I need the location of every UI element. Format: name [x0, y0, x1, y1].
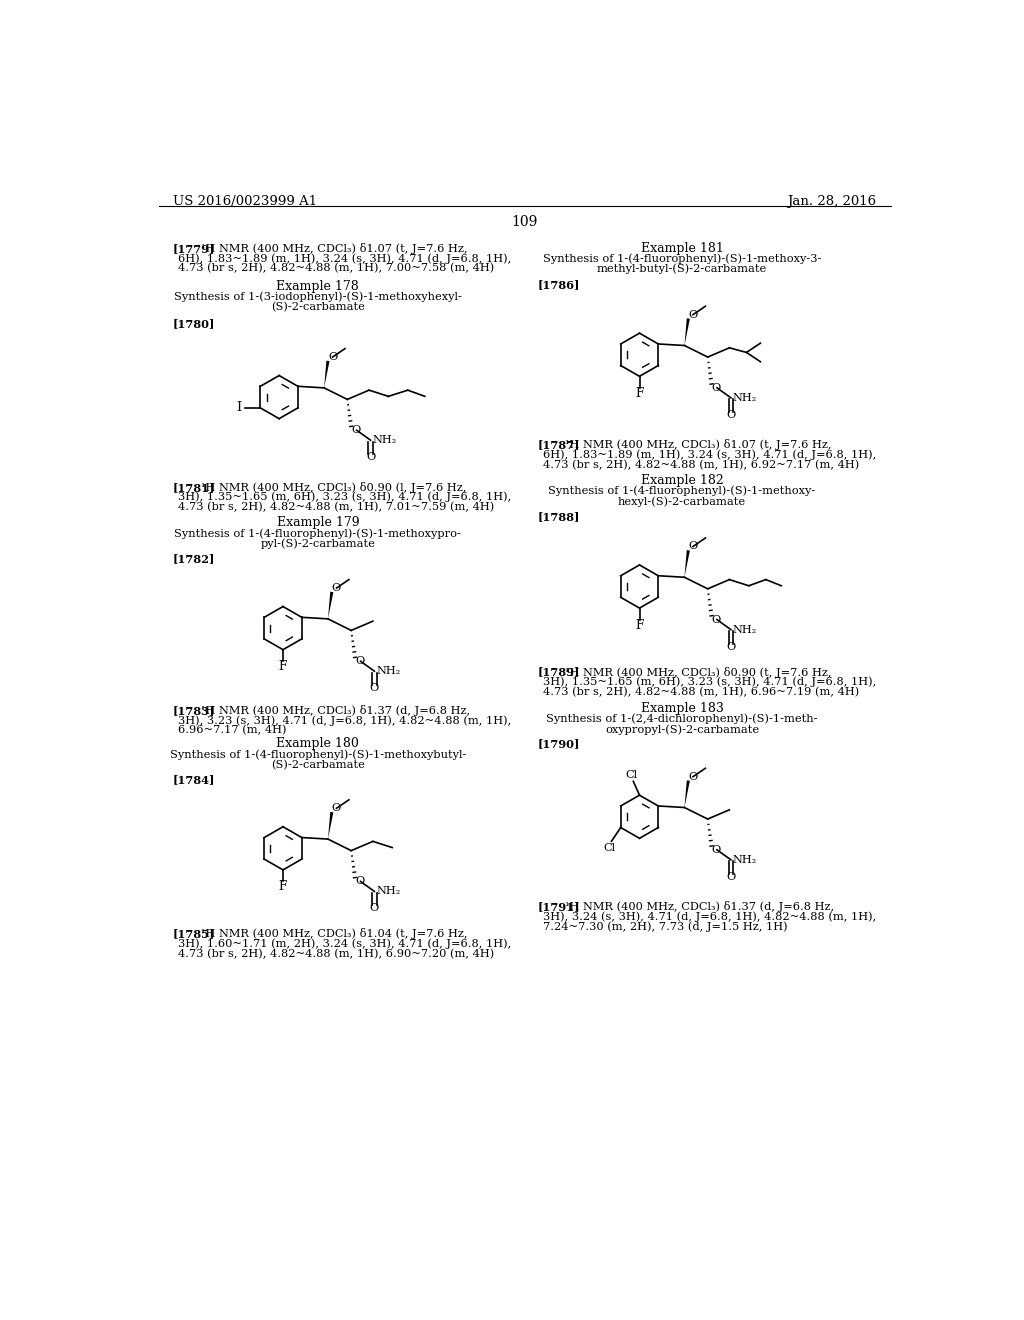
Polygon shape: [684, 550, 690, 577]
Text: O: O: [688, 310, 697, 319]
Text: oxypropyl-(S)-2-carbamate: oxypropyl-(S)-2-carbamate: [605, 725, 759, 735]
Text: O: O: [370, 903, 379, 913]
Text: [1789]: [1789]: [538, 667, 580, 677]
Text: [1791]: [1791]: [538, 902, 580, 912]
Polygon shape: [324, 360, 330, 388]
Text: O: O: [332, 583, 341, 593]
Text: Example 181: Example 181: [641, 242, 724, 255]
Text: F: F: [635, 619, 644, 631]
Text: F: F: [635, 387, 644, 400]
Text: Cl: Cl: [626, 770, 638, 780]
Text: pyl-(S)-2-carbamate: pyl-(S)-2-carbamate: [260, 539, 376, 549]
Text: 4.73 (br s, 2H), 4.82~4.88 (m, 1H), 7.00~7.58 (m, 4H): 4.73 (br s, 2H), 4.82~4.88 (m, 1H), 7.00…: [178, 263, 495, 273]
Text: O: O: [726, 642, 735, 652]
Text: [1786]: [1786]: [538, 280, 580, 290]
Polygon shape: [328, 812, 334, 840]
Text: NH₂: NH₂: [733, 624, 757, 635]
Text: 4.73 (br s, 2H), 4.82~4.88 (m, 1H), 7.01~7.59 (m, 4H): 4.73 (br s, 2H), 4.82~4.88 (m, 1H), 7.01…: [178, 502, 495, 512]
Text: 3H), 3.23 (s, 3H), 4.71 (d, J=6.8, 1H), 4.82~4.88 (m, 1H),: 3H), 3.23 (s, 3H), 4.71 (d, J=6.8, 1H), …: [178, 715, 512, 726]
Text: 3H), 1.35~1.65 (m, 6H), 3.23 (s, 3H), 4.71 (d, J=6.8, 1H),: 3H), 1.35~1.65 (m, 6H), 3.23 (s, 3H), 4.…: [543, 677, 876, 688]
Text: Synthesis of 1-(4-fluorophenyl)-(S)-1-methoxypro-: Synthesis of 1-(4-fluorophenyl)-(S)-1-me…: [174, 528, 462, 539]
Text: 3H), 3.24 (s, 3H), 4.71 (d, J=6.8, 1H), 4.82~4.88 (m, 1H),: 3H), 3.24 (s, 3H), 4.71 (d, J=6.8, 1H), …: [543, 911, 876, 923]
Text: O: O: [370, 684, 379, 693]
Text: hexyl-(S)-2-carbamate: hexyl-(S)-2-carbamate: [618, 496, 746, 507]
Text: F: F: [279, 660, 287, 673]
Text: [1787]: [1787]: [538, 440, 580, 450]
Text: Synthesis of 1-(4-fluorophenyl)-(S)-1-methoxy-3-: Synthesis of 1-(4-fluorophenyl)-(S)-1-me…: [543, 253, 821, 264]
Text: 7.24~7.30 (m, 2H), 7.73 (d, J=1.5 Hz, 1H): 7.24~7.30 (m, 2H), 7.73 (d, J=1.5 Hz, 1H…: [543, 921, 787, 932]
Text: [1784]: [1784]: [173, 775, 215, 785]
Text: NH₂: NH₂: [733, 855, 757, 865]
Text: Example 182: Example 182: [641, 474, 724, 487]
Text: (S)-2-carbamate: (S)-2-carbamate: [271, 760, 365, 770]
Text: [1788]: [1788]: [538, 511, 580, 523]
Text: ¹H NMR (400 MHz, CDCl₃) δ1.37 (d, J=6.8 Hz,: ¹H NMR (400 MHz, CDCl₃) δ1.37 (d, J=6.8 …: [201, 705, 470, 717]
Text: 6H), 1.83~1.89 (m, 1H), 3.24 (s, 3H), 4.71 (d, J=6.8, 1H),: 6H), 1.83~1.89 (m, 1H), 3.24 (s, 3H), 4.…: [178, 253, 512, 264]
Text: ¹H NMR (400 MHz, CDCl₃) δ0.90 (l, J=7.6 Hz,: ¹H NMR (400 MHz, CDCl₃) δ0.90 (l, J=7.6 …: [201, 482, 466, 492]
Text: O: O: [351, 425, 360, 436]
Text: NH₂: NH₂: [376, 667, 400, 676]
Text: O: O: [712, 845, 721, 855]
Text: Example 179: Example 179: [276, 516, 359, 529]
Text: Example 183: Example 183: [641, 702, 724, 715]
Text: NH₂: NH₂: [376, 887, 400, 896]
Text: 6H), 1.83~1.89 (m, 1H), 3.24 (s, 3H), 4.71 (d, J=6.8, 1H),: 6H), 1.83~1.89 (m, 1H), 3.24 (s, 3H), 4.…: [543, 449, 876, 461]
Text: US 2016/0023999 A1: US 2016/0023999 A1: [173, 195, 317, 209]
Text: [1790]: [1790]: [538, 738, 580, 750]
Text: ¹H NMR (400 MHz, CDCl₃) δ1.07 (t, J=7.6 Hz,: ¹H NMR (400 MHz, CDCl₃) δ1.07 (t, J=7.6 …: [201, 243, 467, 255]
Text: Example 178: Example 178: [276, 280, 359, 293]
Text: O: O: [712, 383, 721, 393]
Text: O: O: [688, 541, 697, 552]
Text: O: O: [712, 615, 721, 624]
Polygon shape: [328, 591, 334, 619]
Text: Jan. 28, 2016: Jan. 28, 2016: [787, 195, 877, 209]
Polygon shape: [684, 318, 690, 346]
Polygon shape: [684, 780, 690, 808]
Text: [1785]: [1785]: [173, 928, 215, 940]
Text: O: O: [332, 804, 341, 813]
Text: methyl-butyl-(S)-2-carbamate: methyl-butyl-(S)-2-carbamate: [597, 264, 767, 275]
Text: I: I: [236, 401, 241, 414]
Text: [1781]: [1781]: [173, 482, 215, 492]
Text: ¹H NMR (400 MHz, CDCl₃) δ1.04 (t, J=7.6 Hz,: ¹H NMR (400 MHz, CDCl₃) δ1.04 (t, J=7.6 …: [201, 928, 467, 940]
Text: ¹H NMR (400 MHz, CDCl₃) δ0.90 (t, J=7.6 Hz,: ¹H NMR (400 MHz, CDCl₃) δ0.90 (t, J=7.6 …: [565, 667, 831, 677]
Text: ¹H NMR (400 MHz, CDCl₃) δ1.07 (t, J=7.6 Hz,: ¹H NMR (400 MHz, CDCl₃) δ1.07 (t, J=7.6 …: [565, 440, 831, 450]
Text: (S)-2-carbamate: (S)-2-carbamate: [271, 302, 365, 313]
Text: [1780]: [1780]: [173, 318, 215, 329]
Text: [1779]: [1779]: [173, 243, 215, 255]
Text: Synthesis of 1-(4-fluorophenyl)-(S)-1-methoxybutyl-: Synthesis of 1-(4-fluorophenyl)-(S)-1-me…: [170, 748, 466, 759]
Text: Synthesis of 1-(2,4-dichlorophenyl)-(S)-1-meth-: Synthesis of 1-(2,4-dichlorophenyl)-(S)-…: [547, 714, 818, 725]
Text: 109: 109: [512, 215, 538, 228]
Text: [1782]: [1782]: [173, 553, 215, 564]
Text: F: F: [279, 880, 287, 894]
Text: O: O: [726, 409, 735, 420]
Text: 4.73 (br s, 2H), 4.82~4.88 (m, 1H), 6.92~7.17 (m, 4H): 4.73 (br s, 2H), 4.82~4.88 (m, 1H), 6.92…: [543, 459, 859, 470]
Text: 4.73 (br s, 2H), 4.82~4.88 (m, 1H), 6.96~7.19 (m, 4H): 4.73 (br s, 2H), 4.82~4.88 (m, 1H), 6.96…: [543, 686, 859, 697]
Text: Cl: Cl: [604, 842, 615, 853]
Text: O: O: [726, 871, 735, 882]
Text: 4.73 (br s, 2H), 4.82~4.88 (m, 1H), 6.90~7.20 (m, 4H): 4.73 (br s, 2H), 4.82~4.88 (m, 1H), 6.90…: [178, 949, 495, 958]
Text: NH₂: NH₂: [733, 393, 757, 403]
Text: O: O: [688, 772, 697, 781]
Text: O: O: [328, 352, 337, 362]
Text: Synthesis of 1-(4-fluorophenyl)-(S)-1-methoxy-: Synthesis of 1-(4-fluorophenyl)-(S)-1-me…: [549, 486, 816, 496]
Text: ¹H NMR (400 MHz, CDCl₃) δ1.37 (d, J=6.8 Hz,: ¹H NMR (400 MHz, CDCl₃) δ1.37 (d, J=6.8 …: [565, 902, 835, 912]
Text: O: O: [366, 453, 375, 462]
Text: O: O: [355, 656, 365, 667]
Text: 3H), 1.60~1.71 (m, 2H), 3.24 (s, 3H), 4.71 (d, J=6.8, 1H),: 3H), 1.60~1.71 (m, 2H), 3.24 (s, 3H), 4.…: [178, 939, 512, 949]
Text: Synthesis of 1-(3-iodophenyl)-(S)-1-methoxyhexyl-: Synthesis of 1-(3-iodophenyl)-(S)-1-meth…: [174, 292, 462, 302]
Text: Example 180: Example 180: [276, 738, 359, 751]
Text: 3H), 1.35~1.65 (m, 6H), 3.23 (s, 3H), 4.71 (d, J=6.8, 1H),: 3H), 1.35~1.65 (m, 6H), 3.23 (s, 3H), 4.…: [178, 492, 512, 503]
Text: [1783]: [1783]: [173, 705, 215, 717]
Text: 6.96~7.17 (m, 4H): 6.96~7.17 (m, 4H): [178, 725, 287, 735]
Text: O: O: [355, 876, 365, 887]
Text: NH₂: NH₂: [373, 436, 396, 445]
